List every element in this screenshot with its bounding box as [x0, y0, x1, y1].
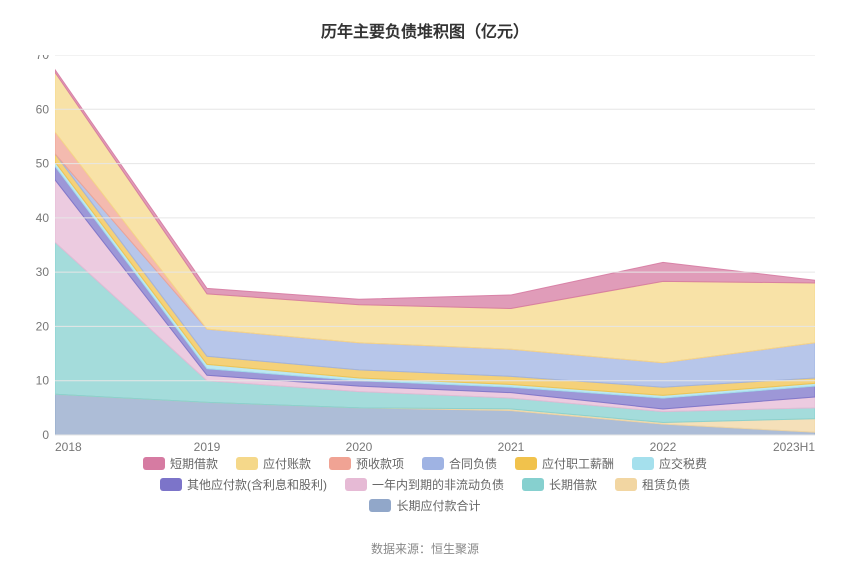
legend-swatch [422, 457, 444, 470]
legend-label: 其他应付款(含利息和股利) [187, 476, 327, 493]
svg-text:60: 60 [36, 102, 50, 116]
chart-plot-area: 010203040506070201820192020202120222023H… [55, 55, 815, 435]
legend-label: 应付账款 [263, 455, 311, 472]
legend-swatch [329, 457, 351, 470]
legend-label: 预收款项 [356, 455, 404, 472]
legend-swatch [160, 478, 182, 491]
svg-text:30: 30 [36, 265, 50, 279]
svg-text:2020: 2020 [346, 440, 373, 454]
legend-item[interactable]: 长期借款 [522, 476, 597, 493]
svg-text:2019: 2019 [194, 440, 221, 454]
legend-label: 应交税费 [659, 455, 707, 472]
svg-text:10: 10 [36, 374, 50, 388]
legend-item[interactable]: 其他应付款(含利息和股利) [160, 476, 327, 493]
chart-title: 历年主要负债堆积图（亿元） [0, 0, 850, 50]
legend-label: 长期借款 [549, 476, 597, 493]
svg-text:50: 50 [36, 157, 50, 171]
svg-text:2023H1: 2023H1 [773, 440, 815, 454]
legend-label: 长期应付款合计 [396, 497, 480, 514]
legend-swatch [515, 457, 537, 470]
legend-item[interactable]: 应付职工薪酬 [515, 455, 614, 472]
svg-text:0: 0 [42, 428, 49, 442]
legend-item[interactable]: 租赁负债 [615, 476, 690, 493]
legend-item[interactable]: 预收款项 [329, 455, 404, 472]
legend-swatch [369, 499, 391, 512]
chart-container: 历年主要负债堆积图（亿元） 0 10 20 30 40 50 60 70 2018 2019 202… [0, 0, 850, 575]
legend-item[interactable]: 应交税费 [632, 455, 707, 472]
svg-text:20: 20 [36, 319, 50, 333]
svg-text:70: 70 [36, 55, 50, 62]
svg-text:2018: 2018 [55, 440, 82, 454]
legend-swatch [615, 478, 637, 491]
legend-label: 租赁负债 [642, 476, 690, 493]
legend-label: 合同负债 [449, 455, 497, 472]
legend-label: 一年内到期的非流动负债 [372, 476, 504, 493]
legend-item[interactable]: 一年内到期的非流动负债 [345, 476, 504, 493]
axis-overlay: 0 10 20 30 40 50 60 70 2018 2019 2020 2021 2022 2023H… [15, 55, 850, 465]
legend-swatch [236, 457, 258, 470]
legend-swatch [632, 457, 654, 470]
legend: 短期借款 应付账款 预收款项 合同负债 应付职工薪酬 应交税费其他应付款(含利息和股利) 一… [0, 455, 850, 514]
svg-text:40: 40 [36, 211, 50, 225]
legend-item[interactable]: 长期应付款合计 [369, 497, 480, 514]
svg-text:2021: 2021 [498, 440, 525, 454]
legend-item[interactable]: 短期借款 [143, 455, 218, 472]
legend-swatch [345, 478, 367, 491]
svg-text:2022: 2022 [650, 440, 677, 454]
data-source-label: 数据来源：恒生聚源 [0, 540, 850, 557]
legend-label: 短期借款 [170, 455, 218, 472]
legend-swatch [522, 478, 544, 491]
legend-item[interactable]: 应付账款 [236, 455, 311, 472]
legend-label: 应付职工薪酬 [542, 455, 614, 472]
legend-item[interactable]: 合同负债 [422, 455, 497, 472]
legend-swatch [143, 457, 165, 470]
